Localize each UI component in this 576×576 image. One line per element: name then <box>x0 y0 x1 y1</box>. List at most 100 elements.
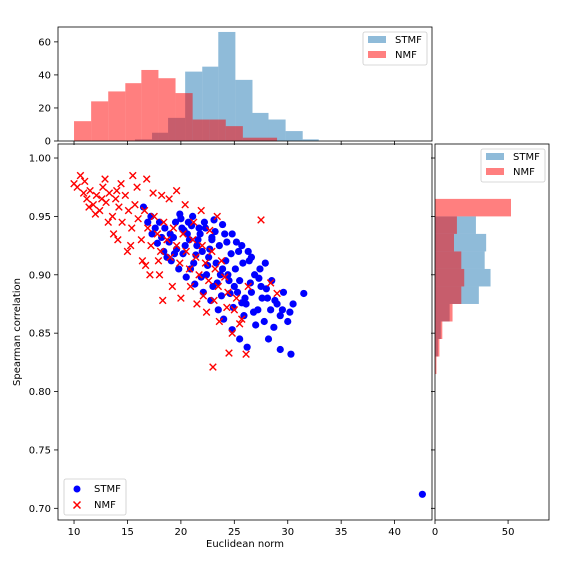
y-tick-label-5: 0.95 <box>29 212 51 223</box>
x-axis-label: Euclidean norm <box>206 539 284 550</box>
top-histogram-x-ticks <box>73 141 396 145</box>
top-hist-stmf-bar-12 <box>302 139 319 141</box>
top-y-tick-label-2: 40 <box>38 70 51 81</box>
stmf-point-5 <box>171 218 180 226</box>
nmf-point-15 <box>118 218 126 227</box>
nmf-point-92 <box>109 230 118 238</box>
stmf-point-36 <box>270 323 278 331</box>
right-histogram-frame <box>434 143 550 521</box>
nmf-point-54 <box>257 216 265 224</box>
nmf-point-34 <box>179 230 187 238</box>
nmf-point-65 <box>101 175 109 183</box>
y-tick-label-4: 0.90 <box>29 270 51 281</box>
right-hist-nmf-bar-5 <box>435 268 465 287</box>
nmf-point-96 <box>232 294 241 302</box>
stmf-point-54 <box>191 280 199 288</box>
nmf-point-68 <box>149 189 157 197</box>
nmf-point-7 <box>92 191 101 200</box>
nmf-point-9 <box>99 183 107 191</box>
top-hist-nmf-bar-10 <box>242 137 260 141</box>
top-histogram-frame <box>57 26 433 142</box>
scatter-panel: 10 15 20 25 30 35 40 0.70 0.75 0.80 0.85 0.90 0.95 1… <box>12 143 433 550</box>
right-histogram-panel: 0 50 STMF NMF <box>431 143 550 538</box>
nmf-point-95 <box>223 303 231 312</box>
stmf-point-71 <box>256 265 264 273</box>
nmf-point-29 <box>163 235 171 244</box>
nmf-point-74 <box>157 191 166 200</box>
nmf-point-14 <box>115 203 123 211</box>
stmf-point-97 <box>233 288 242 296</box>
nmf-point-17 <box>124 206 133 215</box>
top-legend-nmf-label: NMF <box>395 50 417 61</box>
nmf-point-53 <box>209 363 217 371</box>
top-hist-nmf-bar-5 <box>158 78 176 141</box>
right-x-tick-label-1: 50 <box>502 527 515 538</box>
nmf-point-70 <box>181 200 189 209</box>
nmf-point-97 <box>244 282 253 291</box>
stmf-point-47 <box>243 343 251 351</box>
nmf-point-33 <box>176 259 184 267</box>
nmf-point-55 <box>273 289 281 298</box>
scatter-legend-nmf-marker <box>72 500 82 510</box>
stmf-point-82 <box>240 312 248 320</box>
top-legend-stmf-label: STMF <box>395 35 422 46</box>
nmf-point-78 <box>98 195 106 203</box>
y-tick-label-3: 0.85 <box>29 329 51 340</box>
nmf-point-87 <box>237 315 246 323</box>
x-tick-label-0: 10 <box>68 527 81 538</box>
stmf-point-12 <box>198 247 206 256</box>
y-tick-label-2: 0.80 <box>29 387 51 398</box>
y-tick-label-1: 0.75 <box>29 445 51 456</box>
nmf-point-90 <box>138 256 147 265</box>
top-histogram-y-ticks: 0 20 40 60 <box>38 37 58 148</box>
stmf-point-110 <box>255 274 263 282</box>
stmf-point-50 <box>220 315 228 323</box>
scatter-frame <box>57 143 433 521</box>
right-hist-nmf-bar-6 <box>435 251 462 269</box>
top-hist-nmf-bar-9 <box>225 126 243 141</box>
stmf-point-86 <box>246 279 254 287</box>
stmf-point-104 <box>151 224 159 232</box>
nmf-point-5 <box>86 186 94 195</box>
right-histogram-bars <box>435 198 511 375</box>
nmf-point-36 <box>185 265 194 273</box>
nmf-point-28 <box>159 218 168 227</box>
nmf-point-94 <box>210 296 218 305</box>
top-hist-nmf-bar-8 <box>209 119 226 141</box>
nmf-point-82 <box>177 294 185 302</box>
stmf-point-45 <box>264 335 273 343</box>
y-axis-ticks: 0.70 0.75 0.80 0.85 0.90 0.95 1.00 <box>29 154 58 515</box>
stmf-point-11 <box>196 230 204 238</box>
nmf-point-52 <box>225 349 233 357</box>
stmf-point-100 <box>192 251 200 259</box>
nmf-point-24 <box>147 241 155 250</box>
top-hist-nmf-bar-1 <box>91 101 109 141</box>
stmf-point-118 <box>176 210 184 218</box>
y-axis-label: Spearman correlation <box>12 278 23 386</box>
nmf-point-60 <box>126 241 135 250</box>
stmf-point-101 <box>181 241 189 250</box>
nmf-point-76 <box>129 171 137 180</box>
stmf-point-95 <box>216 271 225 279</box>
nmf-point-13 <box>111 195 120 203</box>
stmf-point-55 <box>182 273 190 281</box>
nmf-point-58 <box>146 270 154 279</box>
top-hist-nmf-bar-6 <box>175 93 193 141</box>
nmf-point-47 <box>220 273 229 281</box>
nmf-point-35 <box>182 247 191 256</box>
x-tick-label-1: 15 <box>121 527 134 538</box>
top-hist-stmf-bar-8 <box>235 79 253 141</box>
nmf-point-38 <box>192 253 200 262</box>
top-histogram-panel: 0 20 40 60 STMF NMF <box>38 26 433 148</box>
nmf-point-32 <box>172 241 181 250</box>
nmf-point-77 <box>112 186 121 195</box>
nmf-point-61 <box>114 235 122 244</box>
right-hist-nmf-bar-3 <box>435 303 453 322</box>
nmf-point-62 <box>104 218 113 227</box>
nmf-point-84 <box>202 308 211 316</box>
stmf-point-111 <box>262 285 270 293</box>
stmf-point-22 <box>227 250 235 258</box>
nmf-point-2 <box>76 171 85 180</box>
top-legend-stmf-swatch <box>368 36 386 43</box>
